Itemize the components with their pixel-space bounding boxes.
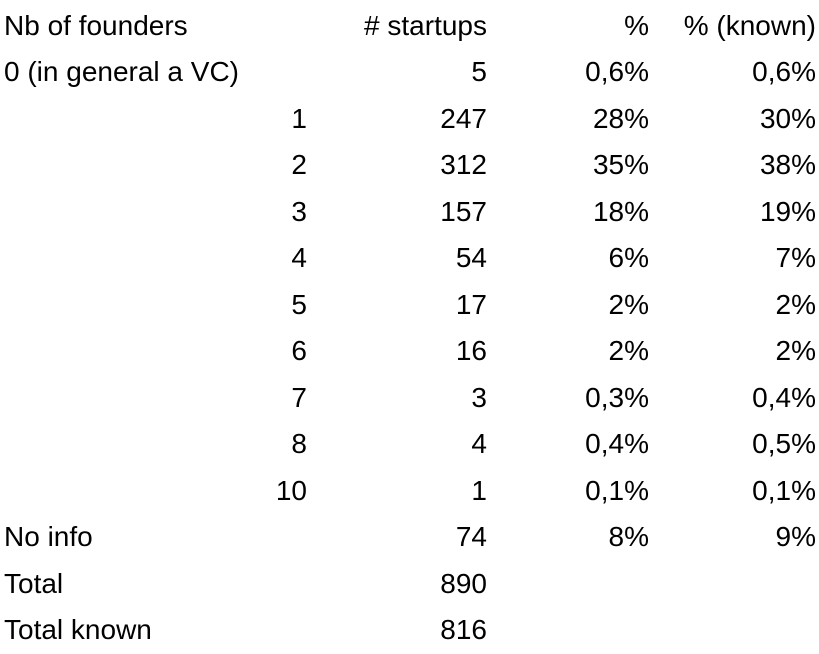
founders-table: Nb of founders # startups % % (known) 0 …: [4, 3, 816, 654]
cell-nb-founders[interactable]: Total known: [4, 614, 152, 645]
cell-pct-known[interactable]: 38%: [759, 149, 816, 180]
cell-pct[interactable]: [487, 561, 649, 608]
cell-nb-founders[interactable]: 5: [291, 288, 307, 320]
cell-startups[interactable]: 17: [455, 288, 487, 320]
cell-pct[interactable]: 0,6%: [585, 56, 649, 87]
table-row: Total 890: [4, 561, 816, 608]
cell-pct-known[interactable]: 30%: [759, 102, 816, 134]
cell-startups[interactable]: 312: [440, 149, 487, 180]
cell-pct-known[interactable]: 0,1%: [752, 474, 816, 506]
table-row: 6 16 2% 2%: [4, 328, 816, 375]
cell-startups[interactable]: 54: [455, 242, 487, 273]
cell-nb-founders[interactable]: 6: [291, 335, 307, 366]
cell-pct[interactable]: 28%: [592, 102, 649, 134]
cell-pct[interactable]: 0,1%: [585, 474, 649, 506]
cell-pct-known[interactable]: 2%: [775, 288, 816, 320]
cell-startups[interactable]: 4: [471, 428, 487, 459]
table-row: 10 1 0,1% 0,1%: [4, 468, 816, 515]
cell-startups[interactable]: 816: [440, 614, 487, 645]
cell-nb-founders[interactable]: 3: [291, 195, 307, 227]
cell-startups[interactable]: 890: [440, 567, 487, 599]
table-row: 2 312 35% 38%: [4, 142, 816, 189]
header-pct-known[interactable]: % (known): [683, 10, 816, 41]
table-row: 5 17 2% 2%: [4, 282, 816, 329]
table-row: 8 4 0,4% 0,5%: [4, 421, 816, 468]
cell-pct[interactable]: 2%: [608, 288, 649, 320]
cell-nb-founders[interactable]: No info: [4, 521, 93, 552]
cell-pct[interactable]: 8%: [608, 521, 649, 552]
table-row: No info 74 8% 9%: [4, 514, 816, 561]
cell-pct-known[interactable]: [649, 607, 816, 654]
cell-pct[interactable]: 18%: [592, 195, 649, 227]
cell-startups[interactable]: 5: [471, 56, 487, 87]
cell-pct[interactable]: 6%: [608, 242, 649, 273]
cell-pct-known[interactable]: 7%: [775, 242, 816, 273]
cell-nb-founders[interactable]: 0 (in general a VC): [4, 56, 240, 87]
cell-nb-founders[interactable]: Total: [4, 567, 64, 599]
cell-nb-founders[interactable]: 10: [275, 474, 307, 506]
cell-pct-known[interactable]: 0,4%: [752, 381, 816, 413]
cell-pct[interactable]: [487, 607, 649, 654]
table-row: Total known 816: [4, 607, 816, 654]
cell-startups[interactable]: 1: [471, 474, 487, 506]
cell-nb-founders[interactable]: 2: [291, 149, 307, 180]
cell-nb-founders[interactable]: 7: [291, 381, 307, 413]
header-nb-founders[interactable]: Nb of founders: [4, 10, 188, 41]
cell-pct-known[interactable]: 0,5%: [752, 428, 816, 459]
cell-nb-founders[interactable]: 1: [291, 102, 307, 134]
header-row: Nb of founders # startups % % (known): [4, 3, 816, 49]
spreadsheet-area: Nb of founders # startups % % (known) 0 …: [0, 3, 819, 648]
cell-pct[interactable]: 0,3%: [585, 381, 649, 413]
cell-startups[interactable]: 74: [455, 521, 487, 552]
cell-pct-known[interactable]: 0,6%: [752, 56, 816, 87]
cell-startups[interactable]: 157: [440, 195, 487, 227]
cell-pct-known[interactable]: 9%: [775, 521, 816, 552]
cell-pct-known[interactable]: [649, 561, 816, 608]
cell-pct[interactable]: 2%: [608, 335, 649, 366]
table-row: 7 3 0,3% 0,4%: [4, 375, 816, 422]
cell-pct-known[interactable]: 2%: [775, 335, 816, 366]
table-row: 1 247 28% 30%: [4, 96, 816, 143]
cell-startups[interactable]: 247: [440, 102, 487, 134]
header-startups[interactable]: # startups: [364, 10, 487, 41]
cell-nb-founders[interactable]: 4: [291, 242, 307, 273]
table-row: 3 157 18% 19%: [4, 189, 816, 236]
cell-startups[interactable]: 3: [471, 381, 487, 413]
table-row: 4 54 6% 7%: [4, 235, 816, 282]
cell-pct[interactable]: 0,4%: [585, 428, 649, 459]
cell-pct[interactable]: 35%: [592, 149, 649, 180]
table-row: 0 (in general a VC) 5 0,6% 0,6%: [4, 49, 816, 96]
header-pct[interactable]: %: [624, 10, 649, 41]
cell-startups[interactable]: 16: [455, 335, 487, 366]
cell-pct-known[interactable]: 19%: [759, 195, 816, 227]
cell-nb-founders[interactable]: 8: [291, 428, 307, 459]
